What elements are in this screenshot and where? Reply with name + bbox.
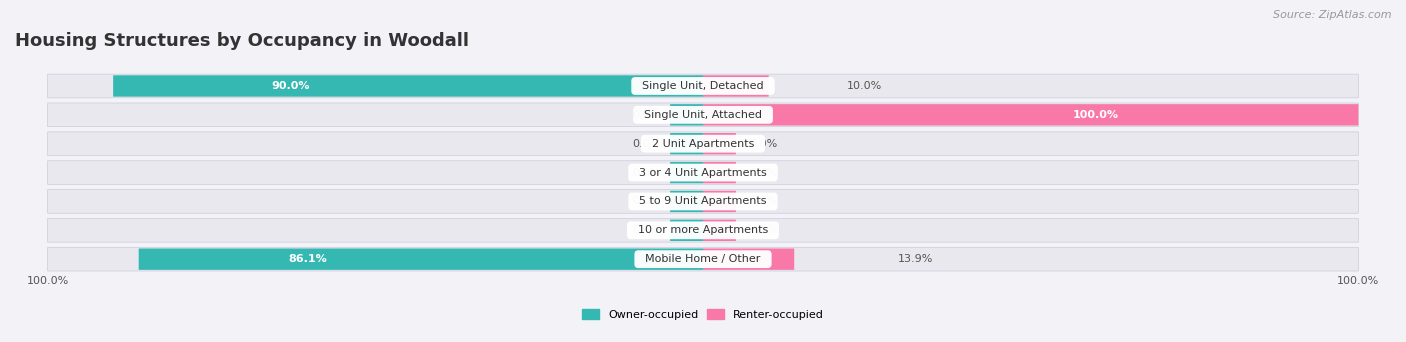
Text: 2 Unit Apartments: 2 Unit Apartments <box>645 139 761 149</box>
FancyBboxPatch shape <box>48 247 1358 271</box>
Text: 86.1%: 86.1% <box>288 254 328 264</box>
Text: 10 or more Apartments: 10 or more Apartments <box>631 225 775 235</box>
FancyBboxPatch shape <box>139 249 703 270</box>
FancyBboxPatch shape <box>703 249 794 270</box>
FancyBboxPatch shape <box>48 132 1358 156</box>
FancyBboxPatch shape <box>703 162 735 183</box>
Text: Source: ZipAtlas.com: Source: ZipAtlas.com <box>1274 10 1392 20</box>
Text: 0.0%: 0.0% <box>633 168 661 177</box>
FancyBboxPatch shape <box>703 133 735 154</box>
FancyBboxPatch shape <box>48 103 1358 127</box>
Text: 3 or 4 Unit Apartments: 3 or 4 Unit Apartments <box>633 168 773 177</box>
Text: 90.0%: 90.0% <box>271 81 309 91</box>
Text: 100.0%: 100.0% <box>1073 110 1119 120</box>
Text: Housing Structures by Occupancy in Woodall: Housing Structures by Occupancy in Wooda… <box>15 32 470 50</box>
Text: 0.0%: 0.0% <box>633 110 661 120</box>
FancyBboxPatch shape <box>703 104 1358 126</box>
Text: 100.0%: 100.0% <box>27 276 69 286</box>
FancyBboxPatch shape <box>671 191 703 212</box>
Text: 10.0%: 10.0% <box>848 81 883 91</box>
Text: 0.0%: 0.0% <box>749 225 778 235</box>
Text: 100.0%: 100.0% <box>1337 276 1379 286</box>
FancyBboxPatch shape <box>703 220 735 241</box>
Text: Single Unit, Detached: Single Unit, Detached <box>636 81 770 91</box>
Text: 0.0%: 0.0% <box>633 196 661 207</box>
Text: 0.0%: 0.0% <box>749 196 778 207</box>
Text: 0.0%: 0.0% <box>749 139 778 149</box>
FancyBboxPatch shape <box>671 162 703 183</box>
FancyBboxPatch shape <box>48 161 1358 184</box>
FancyBboxPatch shape <box>112 75 703 97</box>
Text: 0.0%: 0.0% <box>633 225 661 235</box>
Text: Mobile Home / Other: Mobile Home / Other <box>638 254 768 264</box>
FancyBboxPatch shape <box>48 74 1358 98</box>
Text: 13.9%: 13.9% <box>898 254 934 264</box>
FancyBboxPatch shape <box>671 104 703 126</box>
FancyBboxPatch shape <box>703 75 769 97</box>
Text: Single Unit, Attached: Single Unit, Attached <box>637 110 769 120</box>
FancyBboxPatch shape <box>671 220 703 241</box>
FancyBboxPatch shape <box>671 133 703 154</box>
Text: 5 to 9 Unit Apartments: 5 to 9 Unit Apartments <box>633 196 773 207</box>
Legend: Owner-occupied, Renter-occupied: Owner-occupied, Renter-occupied <box>582 310 824 320</box>
Text: 0.0%: 0.0% <box>633 139 661 149</box>
Text: 0.0%: 0.0% <box>749 168 778 177</box>
FancyBboxPatch shape <box>48 189 1358 213</box>
FancyBboxPatch shape <box>703 191 735 212</box>
FancyBboxPatch shape <box>48 219 1358 242</box>
